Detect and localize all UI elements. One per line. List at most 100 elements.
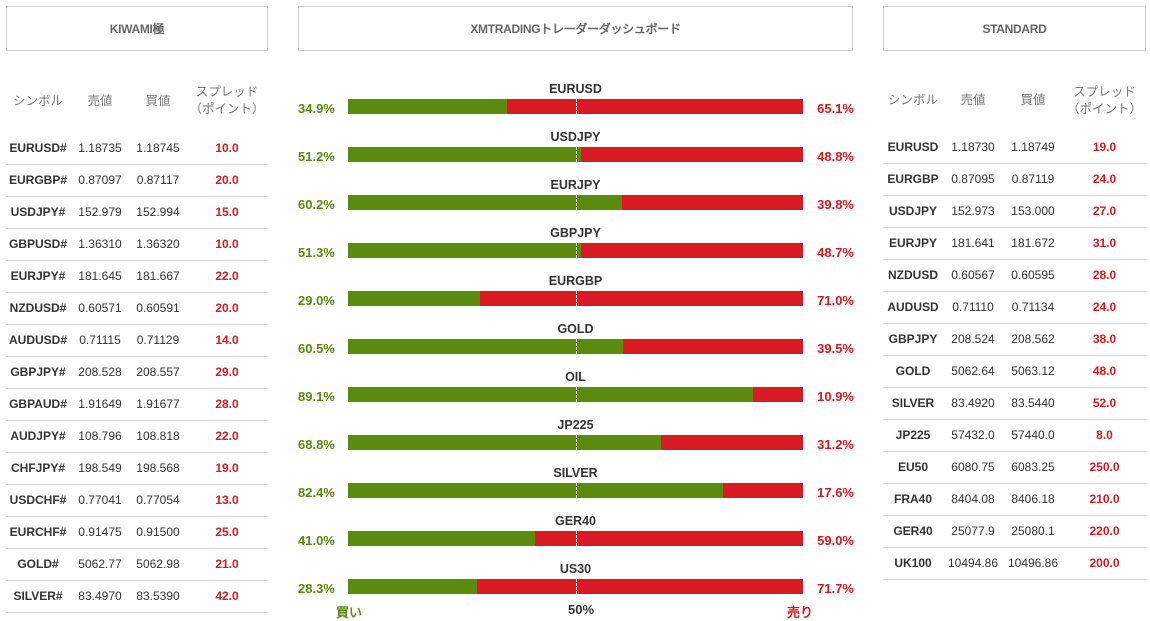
cell-ask: 1.18749 <box>1003 131 1063 164</box>
cell-symbol: GBPUSD# <box>6 228 70 261</box>
sentiment-row: EURGBP 29.0% 71.0% <box>298 273 854 321</box>
buy-percent: 51.2% <box>298 149 335 164</box>
cell-ask: 0.60595 <box>1003 259 1063 292</box>
buy-percent: 51.3% <box>298 245 335 260</box>
cell-symbol: USDJPY# <box>6 196 70 229</box>
cell-symbol: EURGBP# <box>6 164 70 197</box>
sentiment-bar <box>348 339 803 354</box>
cell-ask: 1.91677 <box>130 388 186 421</box>
cell-spread: 8.0 <box>1063 419 1146 452</box>
table-row: GOLD 5062.64 5063.12 48.0 <box>883 355 1146 388</box>
cell-spread: 22.0 <box>186 420 268 453</box>
cell-ask: 208.562 <box>1003 323 1063 356</box>
table-row: SILVER# 83.4970 83.5390 42.0 <box>6 580 268 613</box>
cell-bid: 152.973 <box>943 195 1003 228</box>
sentiment-symbol: EURGBP <box>548 274 603 288</box>
cell-ask: 5062.98 <box>130 548 186 581</box>
table-row: GBPJPY# 208.528 208.557 29.0 <box>6 356 268 389</box>
cell-spread: 15.0 <box>186 196 268 229</box>
table-row: EURJPY# 181.645 181.667 22.0 <box>6 260 268 293</box>
cell-symbol: GER40 <box>883 515 943 548</box>
sentiment-bar <box>348 531 803 546</box>
buy-percent: 60.2% <box>298 197 335 212</box>
kiwami-header-title: KIWAMI極 <box>109 22 165 36</box>
cell-symbol: AUDUSD# <box>6 324 70 357</box>
cell-symbol: EURJPY <box>883 227 943 260</box>
cell-spread: 42.0 <box>186 580 268 613</box>
cell-spread: 22.0 <box>186 260 268 293</box>
buy-percent: 82.4% <box>298 485 335 500</box>
cell-ask: 83.5390 <box>130 580 186 613</box>
sentiment-bar <box>348 195 803 210</box>
table-row: AUDJPY# 108.796 108.818 22.0 <box>6 420 268 453</box>
cell-ask: 8406.18 <box>1003 483 1063 516</box>
buy-fill <box>348 483 723 498</box>
col-symbol: シンボル <box>12 93 63 108</box>
cell-bid: 1.91649 <box>70 388 130 421</box>
cell-spread: 52.0 <box>1063 387 1146 420</box>
table-row: GBPUSD# 1.36310 1.36320 10.0 <box>6 228 268 261</box>
cell-bid: 0.71110 <box>943 291 1003 324</box>
cell-spread: 25.0 <box>186 516 268 549</box>
sentiment-row: GER40 41.0% 59.0% <box>298 513 854 561</box>
buy-percent: 89.1% <box>298 389 335 404</box>
cell-spread: 20.0 <box>186 292 268 325</box>
sentiment-row: US30 28.3% 71.7% <box>298 561 854 609</box>
buy-fill <box>348 243 582 258</box>
sentiment-symbol: GER40 <box>555 514 596 528</box>
cell-ask: 0.71134 <box>1003 291 1063 324</box>
cell-bid: 181.645 <box>70 260 130 293</box>
cell-ask: 0.87119 <box>1003 163 1063 196</box>
col-ask: 買値 <box>1020 93 1046 107</box>
cell-symbol: EURUSD <box>883 131 943 164</box>
cell-ask: 57440.0 <box>1003 419 1063 452</box>
midline <box>575 579 577 594</box>
table-row: JP225 57432.0 57440.0 8.0 <box>883 419 1146 452</box>
midline <box>575 195 577 210</box>
dashboard-header: XMTRADINGトレーダーダッシュボード <box>298 6 853 51</box>
cell-ask: 181.672 <box>1003 227 1063 260</box>
cell-symbol: AUDUSD <box>883 291 943 324</box>
cell-spread: 24.0 <box>1063 163 1146 196</box>
col-symbol: シンボル <box>887 93 938 107</box>
table-row: GER40 25077.9 25080.1 220.0 <box>883 515 1146 548</box>
sell-percent: 48.8% <box>817 149 854 164</box>
midline <box>575 339 577 354</box>
sell-percent: 59.0% <box>817 533 854 548</box>
table-row: EURUSD# 1.18735 1.18745 10.0 <box>6 132 268 165</box>
cell-bid: 0.87097 <box>70 164 130 197</box>
cell-ask: 181.667 <box>130 260 186 293</box>
cell-symbol: GBPJPY# <box>6 356 70 389</box>
cell-bid: 0.71115 <box>70 324 130 357</box>
cell-ask: 198.568 <box>130 452 186 485</box>
cell-spread: 210.0 <box>1063 483 1146 516</box>
table-row: EURUSD 1.18730 1.18749 19.0 <box>883 131 1146 164</box>
cell-symbol: SILVER <box>883 387 943 420</box>
cell-symbol: NZDUSD <box>883 259 943 292</box>
cell-symbol: EURGBP <box>883 163 943 196</box>
buy-fill <box>348 435 662 450</box>
cell-bid: 83.4970 <box>70 580 130 613</box>
midline <box>575 435 577 450</box>
table-row: AUDUSD 0.71110 0.71134 24.0 <box>883 291 1146 324</box>
sell-percent: 39.5% <box>817 341 854 356</box>
cell-bid: 8404.08 <box>943 483 1003 516</box>
table-row: UK100 10494.86 10496.86 200.0 <box>883 547 1146 580</box>
cell-bid: 1.18730 <box>943 131 1003 164</box>
table-row: USDJPY# 152.979 152.994 15.0 <box>6 196 268 229</box>
sentiment-bar <box>348 435 803 450</box>
col-ask: 買値 <box>145 93 171 108</box>
sentiment-bar <box>348 387 803 402</box>
sentiment-row: EURJPY 60.2% 39.8% <box>298 177 854 225</box>
cell-bid: 208.528 <box>70 356 130 389</box>
buy-fill <box>348 339 624 354</box>
buy-percent: 28.3% <box>298 581 335 596</box>
table-row: EURJPY 181.641 181.672 31.0 <box>883 227 1146 260</box>
cell-ask: 0.71129 <box>130 324 186 357</box>
cell-ask: 6083.25 <box>1003 451 1063 484</box>
midline <box>575 147 577 162</box>
cell-symbol: SILVER# <box>6 580 70 613</box>
sell-percent: 31.2% <box>817 437 854 452</box>
midline <box>575 483 577 498</box>
sentiment-row: USDJPY 51.2% 48.8% <box>298 129 854 177</box>
